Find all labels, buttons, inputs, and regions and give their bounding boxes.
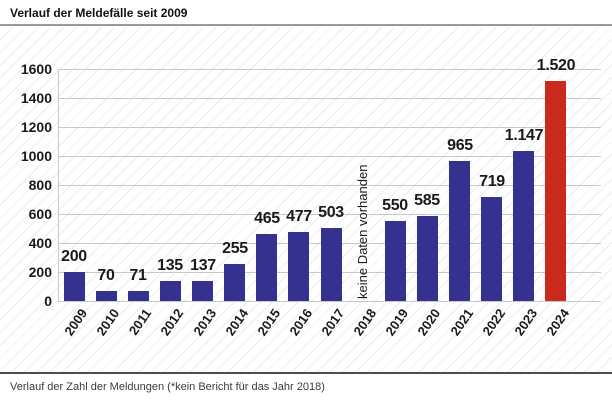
y-tick-label: 1600 — [20, 61, 52, 77]
gridline-600 — [58, 214, 601, 215]
y-tick-label: 400 — [28, 235, 52, 251]
chart-caption: Verlauf der Zahl der Meldungen (*kein Be… — [10, 381, 325, 393]
bar-2011 — [128, 291, 149, 301]
bar-value-label-2016: 477 — [286, 208, 312, 225]
bar-2022 — [481, 197, 502, 301]
title-rule — [0, 24, 612, 26]
bar-value-label-2022: 719 — [479, 173, 505, 190]
y-tick-label: 1400 — [20, 90, 52, 106]
bar-value-label-2015: 465 — [254, 210, 280, 227]
bar-value-label-2023: 1.147 — [504, 127, 544, 144]
y-tick-label: 600 — [28, 206, 52, 222]
y-tick-label: 200 — [28, 264, 52, 280]
gridline-1400 — [58, 98, 601, 99]
bar-2019 — [385, 221, 406, 301]
bar-2017 — [321, 228, 342, 301]
bar-value-label-2011: 71 — [129, 267, 147, 284]
bar-2020 — [417, 216, 438, 301]
y-tick-label: 800 — [28, 177, 52, 193]
bar-value-label-2014: 255 — [222, 240, 248, 257]
bar-value-label-2019: 550 — [382, 197, 408, 214]
bar-value-label-2020: 585 — [414, 192, 440, 209]
bar-2013 — [192, 281, 213, 301]
bar-value-label-2010: 70 — [97, 267, 115, 284]
y-tick-label: 0 — [44, 293, 52, 309]
y-tick-label: 1200 — [20, 119, 52, 135]
bar-2023 — [513, 151, 534, 301]
chart-title: Verlauf der Meldefälle seit 2009 — [10, 6, 188, 20]
bar-value-label-2013: 137 — [190, 257, 216, 274]
bar-2010 — [96, 291, 117, 301]
bar-value-label-2009: 200 — [61, 248, 87, 265]
y-tick-label: 1000 — [20, 148, 52, 164]
bar-2015 — [256, 234, 277, 301]
gridline-0 — [58, 301, 601, 302]
bar-value-label-2024: 1.520 — [536, 57, 576, 74]
gridline-1000 — [58, 156, 601, 157]
bar-2016 — [288, 232, 309, 301]
gridline-800 — [58, 185, 601, 186]
bar-2009 — [64, 272, 85, 301]
bottom-rule — [0, 372, 612, 374]
gridline-1600 — [58, 69, 601, 70]
bar-value-label-2017: 503 — [318, 204, 344, 221]
plot-hatched-background — [0, 28, 612, 372]
bar-value-label-2012: 135 — [157, 257, 183, 274]
gridline-1200 — [58, 127, 601, 128]
bar-value-label-2021: 965 — [447, 137, 473, 154]
bar-2021 — [449, 161, 470, 301]
bar-2024 — [545, 81, 566, 301]
bar-2014 — [224, 264, 245, 301]
no-data-note: keine Daten vorhanden — [355, 164, 370, 299]
y-axis-line — [58, 69, 59, 301]
bar-2012 — [160, 281, 181, 301]
